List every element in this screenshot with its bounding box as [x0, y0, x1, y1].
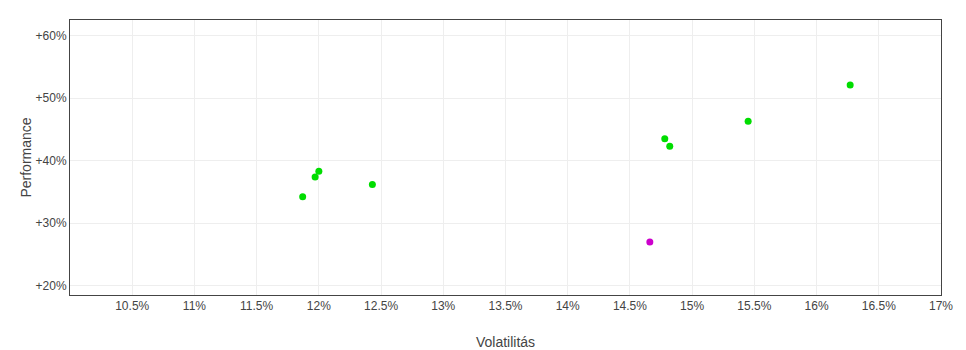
svg-text:12%: 12% [307, 299, 331, 313]
svg-text:+40%: +40% [36, 154, 67, 168]
svg-text:Performance: Performance [18, 117, 34, 197]
svg-text:16.5%: 16.5% [862, 299, 896, 313]
svg-text:15%: 15% [680, 299, 704, 313]
svg-text:13.5%: 13.5% [488, 299, 522, 313]
svg-text:Volatilitás: Volatilitás [476, 334, 535, 350]
svg-text:+20%: +20% [36, 279, 67, 293]
svg-text:16%: 16% [805, 299, 829, 313]
svg-text:11%: 11% [183, 299, 206, 313]
svg-text:14.5%: 14.5% [613, 299, 647, 313]
svg-text:11.5%: 11.5% [240, 299, 273, 313]
svg-text:14%: 14% [556, 299, 580, 313]
svg-text:13%: 13% [431, 299, 455, 313]
svg-text:+50%: +50% [36, 91, 67, 105]
svg-text:12.5%: 12.5% [364, 299, 398, 313]
svg-text:+30%: +30% [36, 216, 67, 230]
svg-text:10.5%: 10.5% [115, 299, 149, 313]
svg-text:+60%: +60% [36, 29, 67, 43]
svg-text:15.5%: 15.5% [737, 299, 771, 313]
svg-text:17%: 17% [929, 299, 953, 313]
